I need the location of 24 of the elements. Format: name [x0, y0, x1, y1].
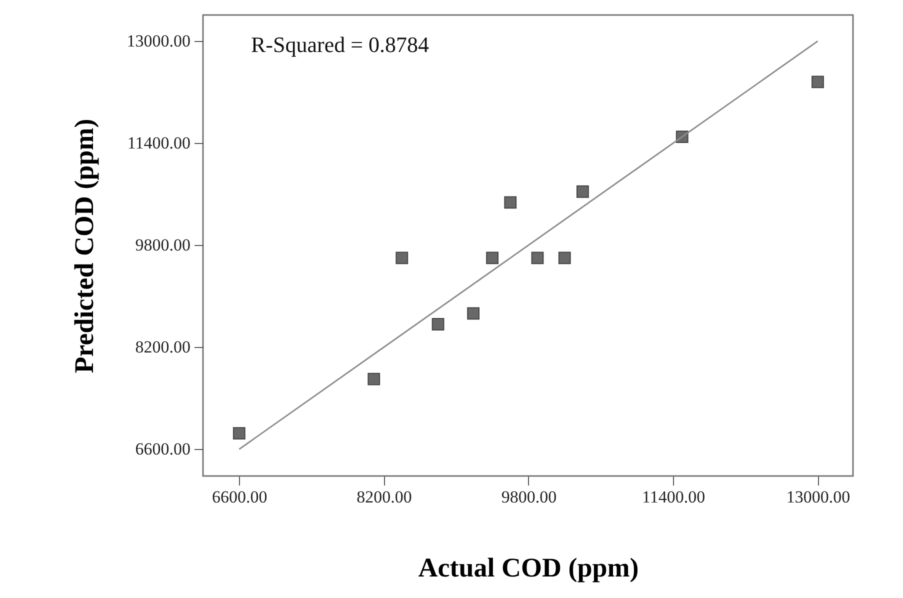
point — [396, 252, 408, 264]
y-tick-label: 13000.00 — [126, 32, 190, 51]
point — [504, 196, 517, 209]
x-tick-label: 11400.00 — [642, 488, 706, 506]
x-tick-label: 13000.00 — [786, 488, 850, 506]
y-tick-label: 9800.00 — [135, 236, 190, 255]
y-tick-label: 11400.00 — [127, 134, 190, 153]
point — [368, 372, 380, 386]
point — [531, 252, 544, 264]
point — [558, 252, 571, 264]
annotation: R-Squared = 0.8784 — [251, 32, 429, 57]
point — [812, 76, 824, 88]
point — [576, 185, 589, 198]
x-tick-label: 9800.00 — [501, 488, 557, 506]
x-axis-title: Actual COD (ppm) — [418, 552, 639, 582]
point — [432, 318, 444, 330]
y-tick-label: 6600.00 — [135, 440, 190, 459]
point — [486, 252, 498, 264]
y-axis-title: Predicted COD (ppm) — [68, 118, 99, 374]
x-tick-label: 8200.00 — [356, 488, 412, 506]
point — [467, 307, 480, 320]
y-tick-label: 8200.00 — [135, 338, 190, 357]
x-tick-label: 6600.00 — [212, 488, 268, 506]
point — [232, 427, 246, 440]
